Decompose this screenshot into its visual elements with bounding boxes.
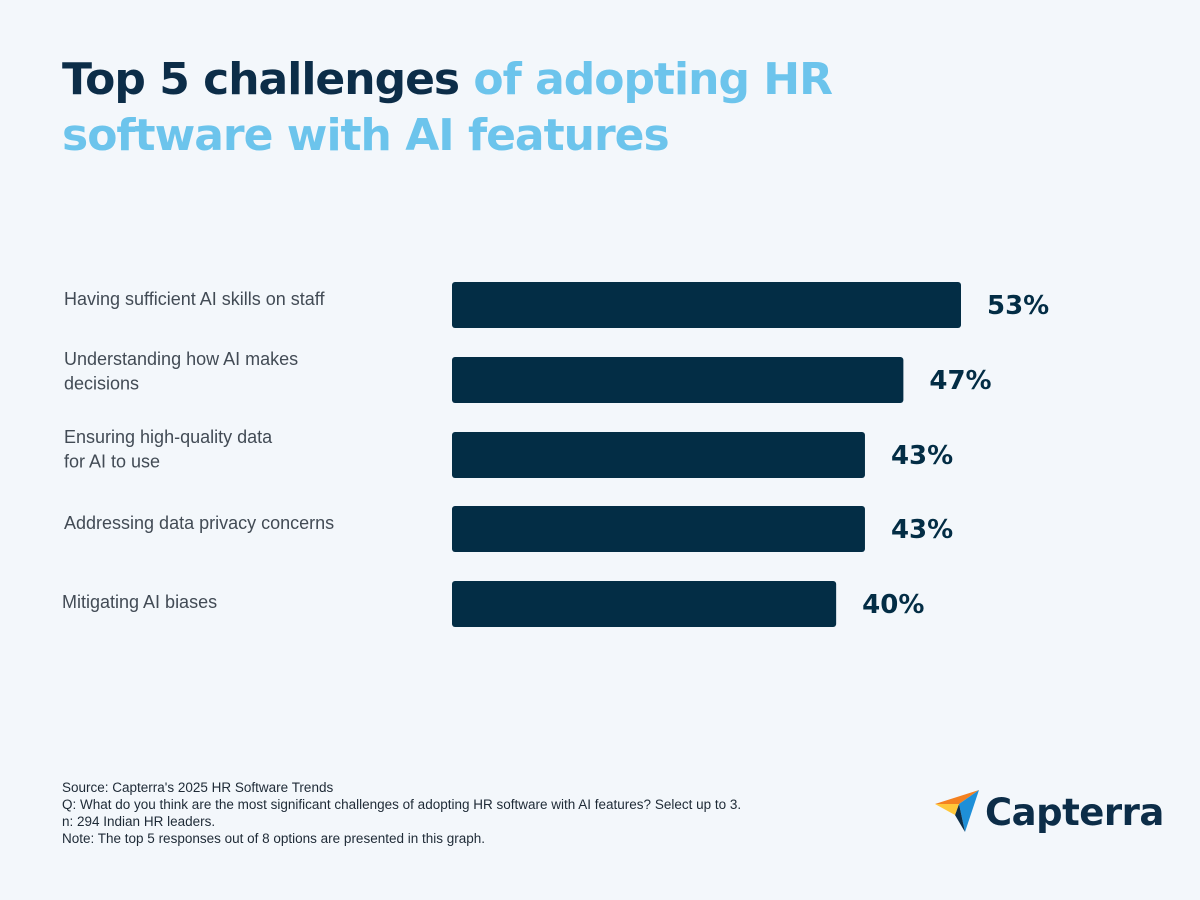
category-label: Addressing data privacy concerns [64, 513, 334, 533]
category-label: Ensuring high-quality data for AI to use [64, 427, 273, 472]
bar [452, 357, 904, 403]
bar-value-label: 47% [929, 366, 991, 396]
bar [452, 581, 837, 627]
category-label: Having sufficient AI skills on staff [64, 289, 325, 309]
category-label: Mitigating AI biases [62, 592, 217, 612]
title-light-part: of adopting HR software with AI features [62, 54, 833, 161]
bar-value-label: 43% [891, 441, 953, 471]
question-line: Q: What do you think are the most signif… [62, 797, 742, 812]
source-line: Source: Capterra's 2025 HR Software Tren… [62, 780, 334, 795]
bar-chart: 53% Having sufficient AI skills on staff 4… [62, 282, 1049, 627]
category-label: Understanding how AI makes decisions [64, 349, 298, 394]
bar [452, 506, 865, 552]
bar-value-label: 53% [987, 291, 1049, 321]
capterra-wordmark: Capterra [985, 791, 1164, 834]
title-dark-part: Top 5 challenges [62, 54, 474, 105]
note-line: Note: The top 5 responses out of 8 optio… [62, 831, 486, 846]
bar [452, 432, 865, 478]
capterra-logo: Capterra [933, 788, 1164, 838]
bar-value-label: 43% [891, 515, 953, 545]
source-notes: Source: Capterra's 2025 HR Software Tren… [62, 779, 741, 847]
chart-title: Top 5 challenges of adopting HR software… [62, 52, 962, 164]
bar-value-label: 40% [862, 590, 924, 620]
bar [452, 282, 961, 328]
sample-line: n: 294 Indian HR leaders. [62, 814, 216, 829]
capterra-arrow-icon [935, 790, 979, 832]
